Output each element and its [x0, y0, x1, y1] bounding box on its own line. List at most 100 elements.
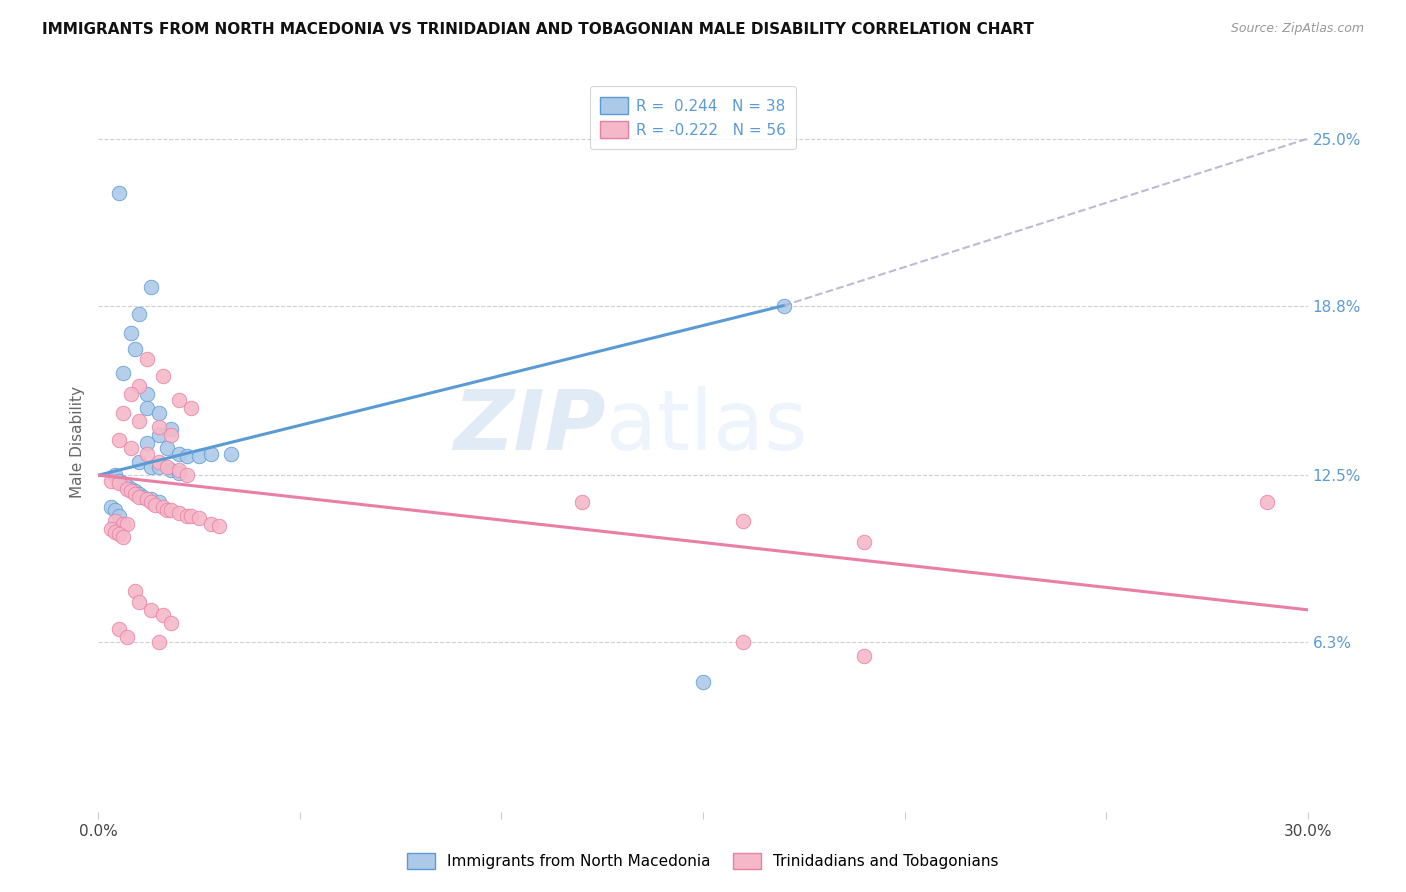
Point — [1256, 495, 1278, 509]
Point — [135, 352, 157, 367]
Point — [200, 447, 222, 461]
Point — [139, 603, 162, 617]
Point — [139, 495, 162, 509]
Text: IMMIGRANTS FROM NORTH MACEDONIA VS TRINIDADIAN AND TOBAGONIAN MALE DISABILITY CO: IMMIGRANTS FROM NORTH MACEDONIA VS TRINI… — [42, 22, 1033, 37]
Point — [176, 508, 198, 523]
Point — [120, 482, 142, 496]
Point — [132, 490, 155, 504]
Point — [107, 508, 129, 523]
Point — [208, 519, 231, 533]
Point — [120, 387, 142, 401]
Point — [176, 450, 198, 464]
Point — [128, 414, 150, 428]
Point — [124, 487, 146, 501]
Point — [124, 484, 146, 499]
Point — [111, 366, 134, 380]
Point — [160, 422, 183, 436]
Point — [167, 447, 190, 461]
Point — [148, 635, 170, 649]
Point — [733, 635, 755, 649]
Point — [100, 522, 122, 536]
Text: Source: ZipAtlas.com: Source: ZipAtlas.com — [1230, 22, 1364, 36]
Point — [167, 463, 190, 477]
Point — [139, 279, 162, 293]
Point — [128, 307, 150, 321]
Point — [156, 460, 179, 475]
Point — [128, 490, 150, 504]
Point — [733, 514, 755, 528]
Point — [124, 584, 146, 599]
Point — [107, 622, 129, 636]
Legend: Immigrants from North Macedonia, Trinidadians and Tobagonians: Immigrants from North Macedonia, Trinida… — [401, 847, 1005, 875]
Point — [135, 492, 157, 507]
Point — [107, 527, 129, 541]
Text: atlas: atlas — [606, 386, 808, 467]
Point — [167, 466, 190, 480]
Point — [128, 487, 150, 501]
Point — [160, 427, 183, 442]
Point — [128, 455, 150, 469]
Point — [180, 508, 202, 523]
Point — [103, 524, 125, 539]
Point — [772, 299, 794, 313]
Point — [148, 460, 170, 475]
Point — [120, 442, 142, 456]
Legend: R =  0.244   N = 38, R = -0.222   N = 56: R = 0.244 N = 38, R = -0.222 N = 56 — [589, 87, 796, 149]
Point — [107, 186, 129, 200]
Point — [107, 433, 129, 447]
Point — [135, 401, 157, 415]
Point — [167, 392, 190, 407]
Point — [128, 379, 150, 393]
Point — [143, 498, 166, 512]
Point — [139, 460, 162, 475]
Point — [111, 530, 134, 544]
Point — [111, 476, 134, 491]
Y-axis label: Male Disability: Male Disability — [70, 385, 86, 498]
Point — [571, 495, 593, 509]
Point — [100, 474, 122, 488]
Point — [148, 419, 170, 434]
Point — [115, 482, 138, 496]
Point — [160, 463, 183, 477]
Point — [148, 427, 170, 442]
Point — [152, 500, 174, 515]
Point — [853, 648, 876, 663]
Point — [115, 516, 138, 531]
Point — [188, 450, 211, 464]
Point — [115, 630, 138, 644]
Point — [111, 516, 134, 531]
Point — [148, 455, 170, 469]
Point — [111, 406, 134, 420]
Point — [124, 342, 146, 356]
Point — [156, 442, 179, 456]
Point — [152, 608, 174, 623]
Point — [100, 500, 122, 515]
Point — [156, 503, 179, 517]
Point — [103, 468, 125, 483]
Point — [135, 387, 157, 401]
Point — [115, 479, 138, 493]
Point — [120, 326, 142, 340]
Point — [103, 514, 125, 528]
Point — [148, 495, 170, 509]
Point — [160, 616, 183, 631]
Point — [103, 503, 125, 517]
Point — [221, 447, 243, 461]
Point — [107, 476, 129, 491]
Point — [692, 675, 714, 690]
Point — [188, 511, 211, 525]
Point — [180, 401, 202, 415]
Point — [135, 436, 157, 450]
Point — [120, 484, 142, 499]
Point — [135, 447, 157, 461]
Text: ZIP: ZIP — [454, 386, 606, 467]
Point — [160, 503, 183, 517]
Point — [152, 368, 174, 383]
Point — [148, 406, 170, 420]
Point — [107, 474, 129, 488]
Point — [139, 492, 162, 507]
Point — [200, 516, 222, 531]
Point — [853, 535, 876, 549]
Point — [167, 506, 190, 520]
Point — [128, 595, 150, 609]
